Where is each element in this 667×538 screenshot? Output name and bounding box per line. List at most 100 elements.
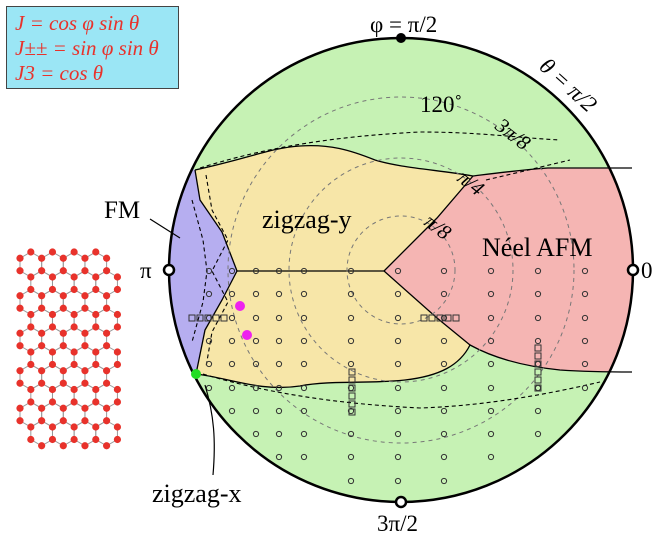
marker-top <box>396 33 406 43</box>
lattice-site <box>16 404 24 412</box>
lattice-hexagon <box>73 270 97 297</box>
sample-square <box>348 400 356 408</box>
lattice-site <box>81 342 89 350</box>
sample-point <box>534 407 542 415</box>
marker-left <box>162 263 176 277</box>
sample-point <box>440 384 448 392</box>
sample-point <box>205 267 213 275</box>
lattice-hexagon <box>41 288 64 316</box>
sample-point <box>394 477 402 485</box>
lattice-site <box>70 398 78 406</box>
lattice-site <box>92 310 100 319</box>
sample-square <box>348 392 356 400</box>
lattice-site <box>113 398 122 406</box>
lattice-site <box>48 273 57 281</box>
sample-point <box>534 267 542 275</box>
sample-point <box>205 337 213 345</box>
lattice-site <box>59 342 67 350</box>
sample-point <box>228 384 236 392</box>
sample-point <box>394 384 402 392</box>
sample-square <box>348 384 356 392</box>
lattice-site <box>92 323 100 331</box>
label-zigzag-x: zigzag-x <box>152 479 242 508</box>
sample-square <box>534 368 542 376</box>
theta-circles <box>227 96 575 444</box>
lattice-site <box>81 404 89 412</box>
sample-point <box>300 430 308 438</box>
sample-point <box>252 407 260 415</box>
lattice-hexagon <box>73 307 97 334</box>
lattice-site <box>27 398 35 406</box>
sample-point <box>394 314 402 322</box>
sample-square <box>444 314 452 322</box>
lattice-site <box>48 423 57 431</box>
sample-point <box>534 290 542 298</box>
lattice-site <box>92 348 100 356</box>
sample-point <box>487 384 495 392</box>
zigzag-region <box>195 145 473 388</box>
lattice-site <box>59 417 67 425</box>
lattice-hexagon <box>62 326 86 353</box>
lattice-site <box>81 442 89 450</box>
sample-point <box>440 360 448 368</box>
sample-point <box>534 430 542 438</box>
sample-square <box>220 314 228 322</box>
lattice-site <box>48 285 57 294</box>
sample-square <box>534 344 542 352</box>
lattice-site <box>27 273 35 281</box>
lattice-site <box>27 323 35 331</box>
lattice-site <box>27 348 35 356</box>
lattice-site <box>38 254 46 262</box>
sample-point <box>440 314 448 322</box>
sample-point <box>252 290 260 298</box>
dashed-boundaries <box>191 131 601 409</box>
sample-square <box>534 384 542 392</box>
sample-point <box>347 337 355 345</box>
lattice-site <box>81 267 89 275</box>
lattice-site <box>70 435 78 444</box>
lattice-site <box>113 348 122 356</box>
sample-square <box>212 314 220 322</box>
lattice-site <box>59 367 67 375</box>
sample-point <box>581 267 589 275</box>
sample-square <box>348 368 356 376</box>
zigzag-x-pointer <box>204 384 215 476</box>
sample-point <box>440 430 448 438</box>
sample-square <box>196 314 204 322</box>
marker-bottom <box>394 495 408 509</box>
sample-point <box>440 267 448 275</box>
lattice-hexagon <box>95 345 118 372</box>
lattice-site <box>48 385 57 394</box>
sample-point <box>275 290 283 298</box>
label-neel: Néel AFM <box>482 233 593 262</box>
lattice-site <box>27 423 35 431</box>
lattice-site <box>48 435 57 444</box>
sample-point <box>440 477 448 485</box>
lattice-site <box>92 398 100 406</box>
lattice-site <box>70 423 78 431</box>
lattice-site <box>92 248 100 256</box>
lattice-site <box>59 442 67 450</box>
magenta-point-2 <box>242 330 252 340</box>
lattice-site <box>103 329 111 337</box>
lattice-site <box>113 273 122 281</box>
lattice-site <box>27 435 35 444</box>
sample-point <box>347 267 355 275</box>
lattice-site <box>81 367 89 375</box>
label-right: 0 <box>641 258 653 283</box>
lattice-site <box>48 348 57 356</box>
honeycomb-lattice <box>16 248 122 450</box>
lattice-site <box>27 385 35 394</box>
sample-point <box>300 290 308 298</box>
lattice-site <box>103 254 111 262</box>
lattice-site <box>16 417 24 425</box>
sample-point <box>347 360 355 368</box>
lattice-hexagon <box>84 326 108 353</box>
lattice-site <box>103 442 111 450</box>
lattice-site <box>81 329 89 337</box>
sample-point <box>300 384 308 392</box>
sample-point <box>205 360 213 368</box>
sample-point <box>275 337 283 345</box>
green-point <box>191 369 201 379</box>
